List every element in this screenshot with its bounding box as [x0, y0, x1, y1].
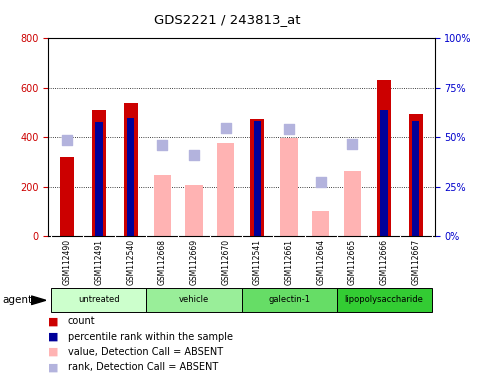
Bar	[124, 103, 138, 236]
Text: ■: ■	[48, 347, 59, 357]
Point	[285, 126, 293, 132]
Point	[63, 137, 71, 143]
FancyBboxPatch shape	[337, 288, 431, 312]
Bar	[377, 80, 391, 236]
Bar	[343, 171, 361, 236]
Bar	[185, 185, 203, 236]
Text: GSM112541: GSM112541	[253, 239, 262, 285]
Bar	[92, 110, 106, 236]
Text: GSM112491: GSM112491	[95, 239, 103, 285]
Bar	[60, 157, 74, 236]
Point	[317, 179, 325, 185]
Text: rank, Detection Call = ABSENT: rank, Detection Call = ABSENT	[68, 362, 218, 372]
Polygon shape	[31, 296, 46, 305]
Bar	[280, 138, 298, 236]
Bar	[381, 110, 387, 236]
FancyBboxPatch shape	[146, 288, 242, 312]
Text: GSM112668: GSM112668	[158, 239, 167, 285]
Bar	[312, 212, 329, 236]
Text: ■: ■	[48, 332, 59, 342]
Text: value, Detection Call = ABSENT: value, Detection Call = ABSENT	[68, 347, 223, 357]
Text: count: count	[68, 316, 95, 326]
Text: ■: ■	[48, 362, 59, 372]
Text: vehicle: vehicle	[179, 295, 209, 305]
FancyBboxPatch shape	[52, 288, 146, 312]
Text: untreated: untreated	[78, 295, 120, 305]
Text: percentile rank within the sample: percentile rank within the sample	[68, 332, 233, 342]
Bar	[409, 114, 423, 236]
Text: GSM112664: GSM112664	[316, 239, 325, 285]
Bar	[154, 175, 171, 236]
Text: GSM112490: GSM112490	[63, 239, 72, 285]
Point	[349, 141, 356, 147]
Bar	[254, 121, 261, 236]
Text: GSM112540: GSM112540	[126, 239, 135, 285]
Point	[222, 125, 229, 131]
Text: ■: ■	[48, 316, 59, 326]
Point	[158, 142, 166, 148]
Text: lipopolysaccharide: lipopolysaccharide	[344, 295, 424, 305]
FancyBboxPatch shape	[242, 288, 337, 312]
Text: GSM112667: GSM112667	[411, 239, 420, 285]
Text: GSM112661: GSM112661	[284, 239, 294, 285]
Text: GDS2221 / 243813_at: GDS2221 / 243813_at	[154, 13, 300, 26]
Point	[190, 152, 198, 158]
Bar	[127, 118, 134, 236]
Bar	[217, 143, 234, 236]
Bar	[250, 119, 265, 236]
Text: GSM112666: GSM112666	[380, 239, 388, 285]
Text: galectin-1: galectin-1	[268, 295, 310, 305]
Text: GSM112665: GSM112665	[348, 239, 357, 285]
Text: GSM112669: GSM112669	[189, 239, 199, 285]
Text: agent: agent	[2, 295, 32, 305]
Text: GSM112670: GSM112670	[221, 239, 230, 285]
Bar	[96, 122, 102, 236]
Bar	[412, 121, 419, 236]
